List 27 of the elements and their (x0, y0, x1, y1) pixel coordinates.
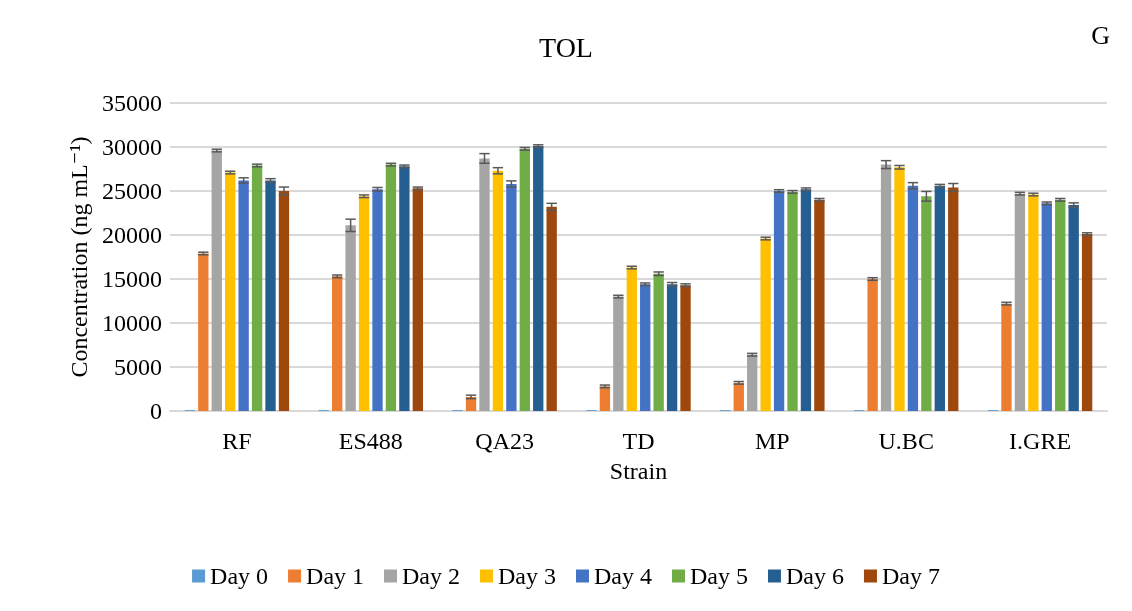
x-tick-label: RF (222, 428, 252, 454)
y-axis-title: Concentration (ng mL⁻¹) (66, 136, 93, 378)
x-tick-label: I.GRE (1009, 428, 1072, 454)
y-tick-label: 5000 (114, 354, 162, 380)
x-tick-label: ES488 (338, 428, 403, 454)
y-tick-label: 35000 (102, 90, 162, 116)
y-tick-label: 15000 (102, 266, 162, 292)
legend-label: Day 4 (594, 563, 652, 589)
y-tick-label: 10000 (102, 310, 162, 336)
text: G (1091, 20, 1110, 50)
x-tick-label: QA23 (475, 428, 534, 454)
chart-title: TOL (539, 31, 593, 63)
x-tick-label: MP (755, 428, 790, 454)
y-tick-label: 25000 (102, 178, 162, 204)
legend-label: Day 6 (785, 563, 844, 589)
legend-label: Day 2 (402, 563, 461, 589)
y-tick-label: 20000 (102, 222, 162, 248)
x-tick-label: TD (622, 428, 655, 454)
legend-label: Day 3 (498, 563, 556, 589)
legend-label: Day 0 (210, 563, 269, 589)
legend-label: Day 7 (881, 563, 940, 589)
legend-label: Day 5 (689, 563, 748, 589)
y-tick-label: 30000 (102, 134, 162, 160)
x-tick-label: U.BC (878, 428, 934, 454)
x-axis-title: Strain (609, 458, 668, 484)
y-tick-label: 0 (150, 398, 162, 424)
legend-label: Day 1 (306, 563, 365, 589)
